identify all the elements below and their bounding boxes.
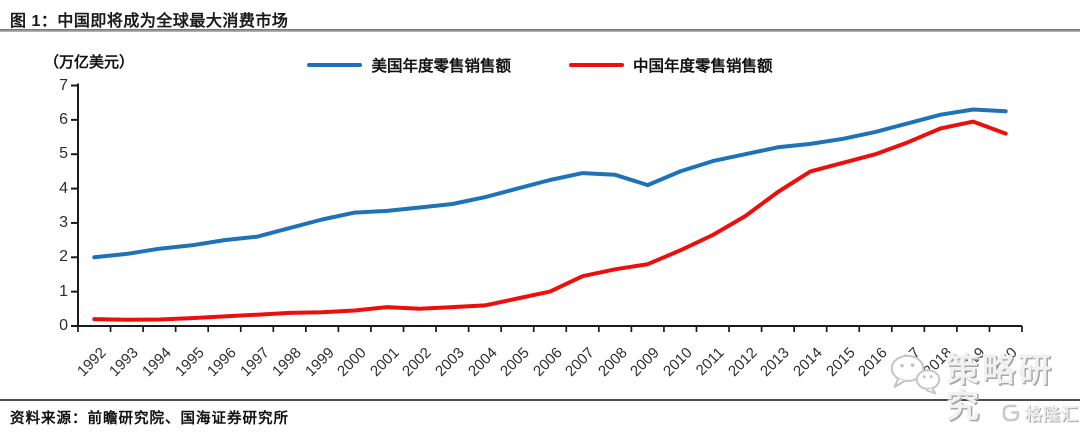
us-line-swatch <box>307 62 363 68</box>
y-tick-label: 6 <box>59 110 68 128</box>
legend-item-china: 中国年度零售销售额 <box>569 54 773 76</box>
y-tick-label: 5 <box>59 145 68 163</box>
china-line-swatch <box>569 62 624 68</box>
y-axis-unit-label: （万亿美元） <box>44 54 135 71</box>
chart-legend: 美国年度零售销售额 中国年度零售销售额 <box>0 54 1080 76</box>
legend-label-us: 美国年度零售销售额 <box>371 58 511 75</box>
legend-item-us: 美国年度零售销售额 <box>307 54 511 76</box>
legend-label-china: 中国年度零售销售额 <box>633 58 773 75</box>
figure-title: 图 1：中国即将成为全球最大消费市场 <box>10 13 289 30</box>
wechat-watermark: 策略研究 <box>888 351 1080 425</box>
china-series-line <box>92 119 1008 322</box>
source-note: 资料来源：前瞻研究院、国海证券研究所 <box>10 411 289 427</box>
gelonghui-logo-icon <box>1002 404 1020 421</box>
wechat-icon <box>890 354 941 395</box>
wechat-watermark-text: 策略研究 <box>945 351 1054 425</box>
y-tick-label: 3 <box>59 213 68 231</box>
y-tick-label: 4 <box>59 179 68 197</box>
us-series-line <box>92 107 1008 260</box>
y-tick-label: 7 <box>59 76 68 94</box>
y-tick-label: 1 <box>59 282 68 300</box>
y-tick-label: 0 <box>59 317 68 334</box>
gelonghui-watermark: 格隆汇 <box>1001 400 1079 425</box>
footer-divider <box>0 399 1080 401</box>
gelonghui-watermark-text: 格隆汇 <box>1025 405 1079 424</box>
y-tick-label: 2 <box>59 248 68 266</box>
title-divider <box>0 29 1080 32</box>
